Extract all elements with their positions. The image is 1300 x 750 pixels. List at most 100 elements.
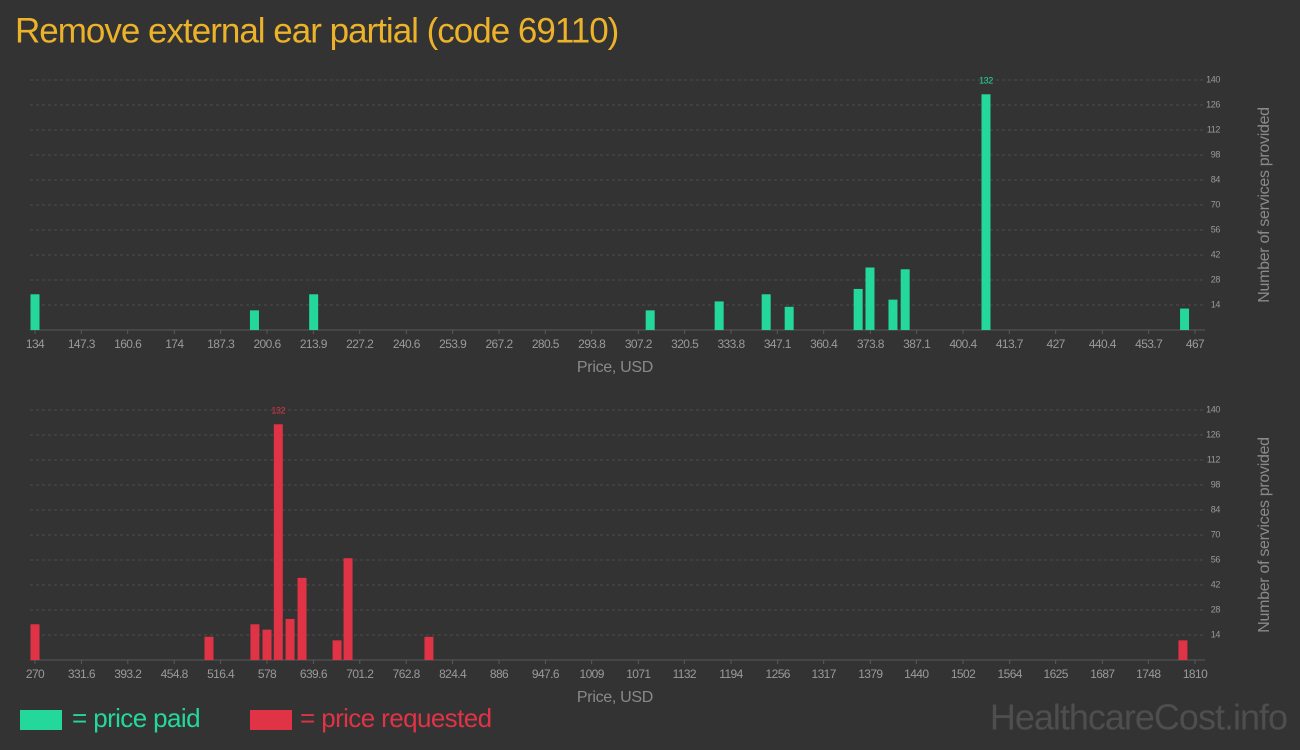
x-tick-label: 701.2 [346,667,374,681]
x-tick-label: 1502 [951,667,976,681]
bar [332,640,342,660]
y-axis-title: Number of services provided [1256,107,1273,303]
x-tick-label: 1071 [626,667,651,681]
x-tick-label: 453.7 [1135,337,1163,351]
x-tick-label: 1564 [998,667,1023,681]
y-tick-label: 14 [1211,629,1221,639]
y-tick-label: 140 [1206,404,1220,414]
legend-label: = price requested [300,703,491,733]
bar [204,636,214,660]
bar [853,288,863,330]
x-tick-label: 347.1 [764,337,792,351]
x-tick-label: 824.4 [439,667,467,681]
bar [784,306,794,330]
legend-label: = price paid [72,703,200,733]
bar [900,269,910,330]
x-tick-label: 187.3 [207,337,235,351]
bar [424,636,434,660]
x-tick-label: 1009 [580,667,605,681]
bar [249,310,259,330]
y-tick-label: 28 [1211,604,1221,614]
x-tick-label: 1256 [766,667,791,681]
x-tick-label: 147.3 [68,337,96,351]
bar [30,624,40,660]
x-tick-label: 393.2 [114,667,142,681]
y-tick-label: 84 [1211,174,1221,184]
y-tick-label: 14 [1211,299,1221,309]
y-tick-label: 42 [1211,249,1221,259]
bar [888,299,898,330]
x-tick-label: 160.6 [114,337,142,351]
page-title: Remove external ear partial (code 69110) [15,11,618,50]
x-tick-label: 578 [258,667,277,681]
legend-swatch [20,710,62,730]
x-tick-label: 200.6 [253,337,281,351]
x-tick-label: 413.7 [996,337,1024,351]
y-tick-label: 126 [1206,99,1220,109]
bar [250,624,260,660]
watermark: HealthcareCost.info [990,697,1287,738]
x-tick-label: 400.4 [949,337,977,351]
x-tick-label: 240.6 [393,337,421,351]
x-axis-title: Price, USD [577,359,653,376]
y-tick-label: 98 [1211,479,1221,489]
y-tick-label: 28 [1211,274,1221,284]
x-tick-label: 1625 [1044,667,1069,681]
bar [714,301,724,330]
bar [1178,640,1188,660]
x-tick-label: 307.2 [625,337,653,351]
x-tick-label: 1810 [1183,667,1208,681]
y-tick-label: 126 [1206,429,1220,439]
x-tick-label: 293.8 [578,337,606,351]
x-tick-label: 253.9 [439,337,467,351]
bar [981,94,991,331]
x-tick-label: 762.8 [393,667,421,681]
x-tick-label: 947.6 [532,667,560,681]
y-axis-title: Number of services provided [1256,437,1273,633]
bar [30,294,40,330]
bar [865,267,875,330]
bar [297,577,307,660]
x-tick-label: 1748 [1136,667,1161,681]
x-tick-label: 886 [490,667,509,681]
x-tick-label: 267.2 [485,337,513,351]
y-tick-label: 98 [1211,149,1221,159]
y-tick-label: 84 [1211,504,1221,514]
bar [761,294,771,330]
y-tick-label: 56 [1211,554,1221,564]
x-tick-label: 227.2 [346,337,374,351]
x-tick-label: 360.4 [810,337,838,351]
bar [645,310,655,330]
bar [285,618,295,660]
x-tick-label: 134 [26,337,45,351]
x-tick-label: 639.6 [300,667,328,681]
y-tick-label: 112 [1207,454,1221,464]
x-tick-label: 174 [165,337,184,351]
y-tick-label: 56 [1211,224,1221,234]
x-tick-label: 1194 [719,667,743,681]
bar-value-label: 132 [271,406,285,416]
x-tick-label: 331.6 [68,667,96,681]
y-tick-label: 140 [1206,74,1220,84]
bar [262,629,272,660]
x-tick-label: 454.8 [161,667,189,681]
x-tick-label: 467 [1186,337,1205,351]
y-tick-label: 42 [1211,579,1221,589]
x-tick-label: 320.5 [671,337,699,351]
y-tick-label: 70 [1211,529,1221,539]
x-tick-label: 516.4 [207,667,235,681]
x-tick-label: 440.4 [1089,337,1117,351]
bar [1180,308,1190,330]
x-tick-label: 213.9 [300,337,328,351]
x-tick-label: 1132 [673,667,697,681]
x-tick-label: 1379 [858,667,883,681]
x-tick-label: 1317 [812,667,837,681]
y-tick-label: 70 [1211,199,1221,209]
y-tick-label: 112 [1207,124,1221,134]
x-tick-label: 1687 [1090,667,1115,681]
x-tick-label: 427 [1047,337,1066,351]
bar [309,294,319,330]
x-tick-label: 387.1 [903,337,931,351]
